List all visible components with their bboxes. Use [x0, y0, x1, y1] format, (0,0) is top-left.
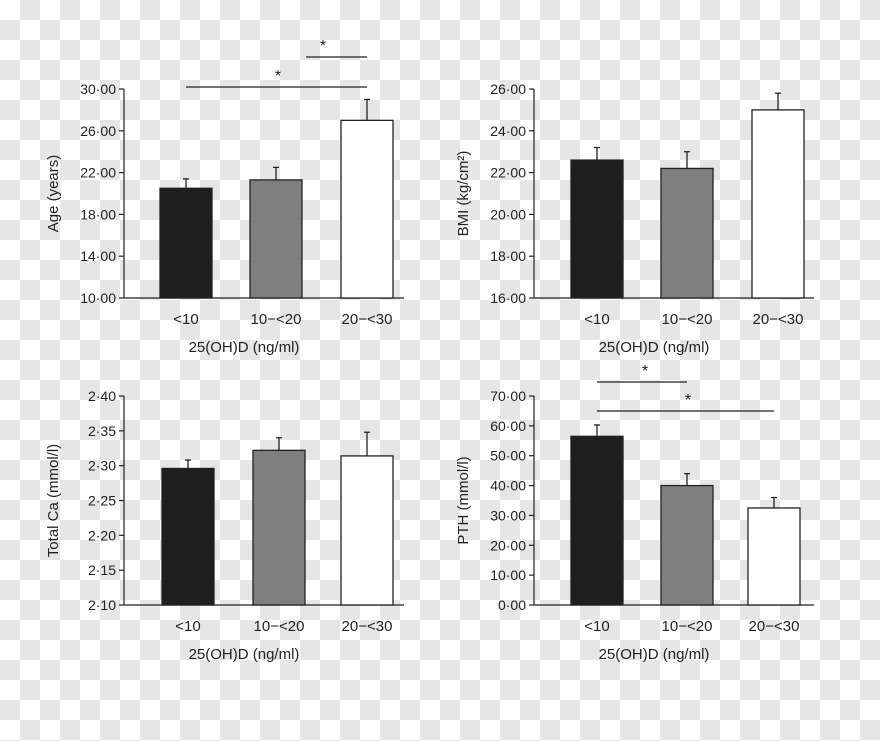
category-label: 20−<30 — [753, 311, 804, 328]
bar-2 — [660, 167, 714, 299]
y-tick-label: 10·00 — [490, 567, 526, 583]
y-tick-label: 2·40 — [88, 388, 116, 404]
y-tick-label: 50·00 — [490, 448, 526, 464]
bar-3 — [747, 507, 801, 606]
y-axis-title: Age (years) — [45, 155, 62, 233]
y-tick-label: 24·00 — [490, 123, 526, 139]
significance-star: * — [685, 392, 691, 409]
significance-star: * — [275, 68, 281, 85]
category-label: 20−<30 — [342, 618, 393, 635]
y-tick-label: 2·30 — [88, 458, 116, 474]
chart-panel-1: 10·00 14·00 18·00 22·00 26·00 30·00 Age (years… — [45, 38, 404, 356]
y-tick-label: 18·00 — [490, 248, 526, 264]
y-tick-label: 70·00 — [490, 388, 526, 404]
bar-2 — [249, 179, 303, 299]
significance-star: * — [642, 363, 648, 380]
category-label: 10−<20 — [254, 618, 305, 635]
y-tick-label: 14·00 — [80, 248, 116, 264]
y-tick-label: 2·15 — [88, 562, 116, 578]
y-tick-label: 2·20 — [88, 527, 116, 543]
x-axis-title: 25(OH)D (ng/ml) — [189, 339, 300, 356]
category-label: 20−<30 — [342, 311, 393, 328]
bar-2 — [252, 449, 306, 606]
category-label: 10−<20 — [251, 311, 302, 328]
bar-3 — [340, 119, 394, 299]
bar-3 — [340, 455, 394, 606]
x-axis-title: 25(OH)D (ng/ml) — [599, 339, 710, 356]
category-label: <10 — [584, 618, 609, 635]
category-label: 20−<30 — [749, 618, 800, 635]
y-tick-label: 2·35 — [88, 423, 116, 439]
y-axis-title: Total Ca (mmol/l) — [45, 444, 62, 557]
y-tick-label: 30·00 — [80, 81, 116, 97]
bar-1 — [570, 159, 624, 299]
y-tick-label: 26·00 — [490, 81, 526, 97]
bar-1 — [570, 435, 624, 606]
y-tick-label: 22·00 — [80, 165, 116, 181]
y-tick-label: 2·10 — [88, 597, 116, 613]
y-axis-title: PTH (mmol/l) — [455, 456, 472, 544]
x-axis-title: 25(OH)D (ng/ml) — [189, 646, 300, 663]
y-tick-label: 60·00 — [490, 418, 526, 434]
x-axis-title: 25(OH)D (ng/ml) — [599, 646, 710, 663]
bar-3 — [751, 109, 805, 299]
chart-panel-4: 0·00 10·00 20·00 30·00 40·00 50·00 60·00 70·00 P… — [455, 363, 814, 663]
significance-star: * — [320, 38, 326, 55]
y-tick-label: 22·00 — [490, 165, 526, 181]
y-tick-label: 10·00 — [80, 290, 116, 306]
category-label: <10 — [584, 311, 609, 328]
category-label: 10−<20 — [662, 311, 713, 328]
y-tick-label: 18·00 — [80, 206, 116, 222]
y-tick-label: 40·00 — [490, 478, 526, 494]
bar-1 — [159, 187, 213, 299]
y-axis-title: BMI (kg/cm²) — [455, 151, 472, 237]
category-label: <10 — [175, 618, 200, 635]
chart-panel-2: 16·00 18·00 20·00 22·00 24·00 26·00 BMI (kg/cm… — [455, 81, 814, 356]
y-tick-label: 26·00 — [80, 123, 116, 139]
bar-1 — [161, 467, 215, 606]
bar-2 — [660, 484, 714, 606]
category-label: 10−<20 — [662, 618, 713, 635]
y-tick-label: 16·00 — [490, 290, 526, 306]
category-label: <10 — [173, 311, 198, 328]
y-tick-label: 30·00 — [490, 507, 526, 523]
y-tick-label: 2·25 — [88, 493, 116, 509]
y-tick-label: 20·00 — [490, 206, 526, 222]
y-tick-label: 20·00 — [490, 537, 526, 553]
chart-panel-3: 2·10 2·15 2·20 2·25 2·30 2·35 2·40 Total Ca (mm… — [45, 388, 404, 663]
y-tick-label: 0·00 — [498, 597, 526, 613]
